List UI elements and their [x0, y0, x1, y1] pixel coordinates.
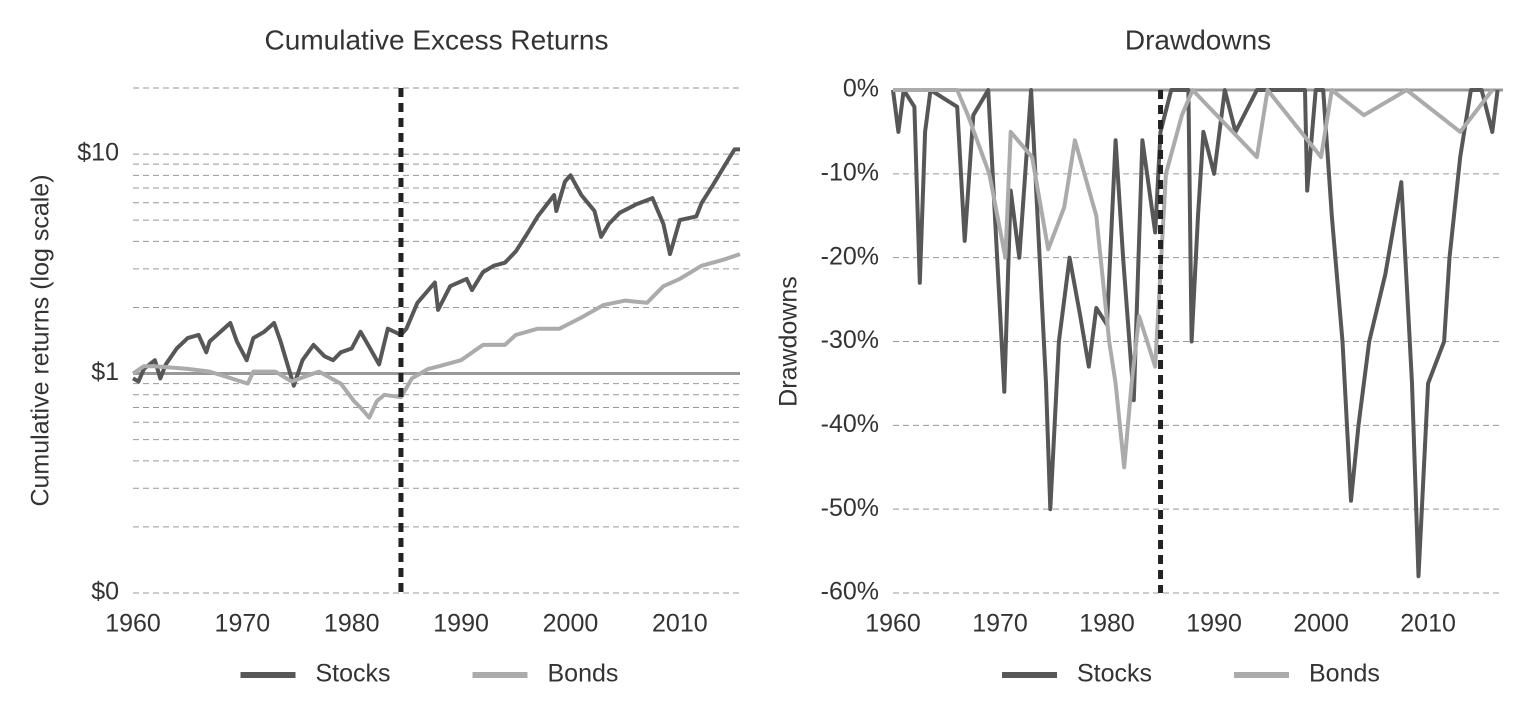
legend-label: Bonds	[1309, 660, 1380, 688]
y-tick-label: $0	[91, 578, 119, 606]
y-tick-label: $1	[91, 358, 119, 386]
series-line	[891, 88, 1500, 579]
y-tick-label: -30%	[821, 326, 879, 354]
y-axis-label: Cumulative returns (log scale)	[27, 174, 55, 506]
chart-title: Cumulative Excess Returns	[265, 24, 609, 55]
x-tick-label: 2010	[1400, 610, 1456, 638]
x-tick-label: 2000	[543, 610, 599, 638]
legend-label: Bonds	[548, 660, 619, 688]
x-tick-label: 1990	[1186, 610, 1242, 638]
y-tick-label: -20%	[821, 242, 879, 270]
x-tick-label: 1960	[105, 610, 161, 638]
y-tick-label: -40%	[821, 410, 879, 438]
chart-title: Drawdowns	[1125, 24, 1271, 55]
legend-label: Stocks	[316, 660, 391, 688]
x-tick-label: 1990	[433, 610, 489, 638]
x-tick-label: 2000	[1293, 610, 1349, 638]
series-line	[132, 147, 740, 388]
x-tick-label: 1980	[324, 610, 380, 638]
y-tick-label: 0%	[843, 75, 879, 103]
x-tick-label: 1970	[215, 610, 271, 638]
x-tick-label: 1960	[865, 610, 921, 638]
y-tick-label: -50%	[821, 494, 879, 522]
x-tick-label: 1980	[1079, 610, 1135, 638]
y-tick-label: -60%	[821, 578, 879, 606]
series-line	[131, 252, 741, 420]
y-axis-label: Drawdowns	[775, 276, 803, 407]
y-tick-label: $10	[77, 139, 119, 167]
y-tick-label: -10%	[821, 158, 879, 186]
x-tick-label: 2010	[652, 610, 708, 638]
series-line	[893, 88, 1494, 470]
legend-label: Stocks	[1077, 660, 1152, 688]
x-tick-label: 1970	[972, 610, 1028, 638]
